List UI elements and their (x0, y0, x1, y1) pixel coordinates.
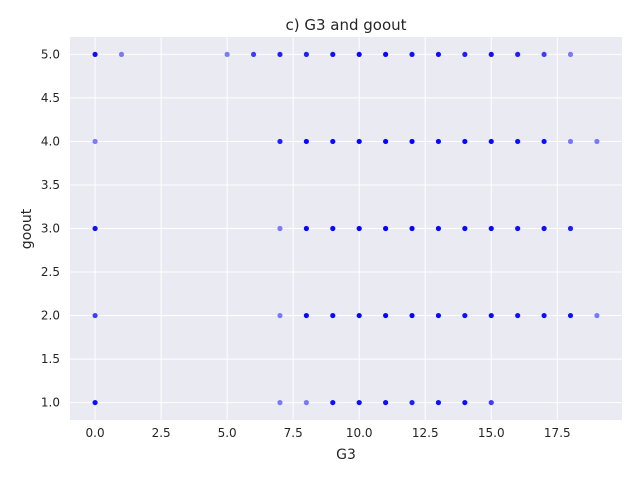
y-tick-label: 2.5 (41, 265, 60, 279)
data-point (303, 399, 309, 406)
data-point (224, 51, 230, 58)
data-point (409, 51, 415, 58)
data-point (356, 138, 362, 145)
data-point (330, 51, 336, 58)
data-point (330, 399, 336, 406)
x-tick-label: 12.5 (412, 426, 439, 440)
data-point (356, 312, 362, 319)
data-point (541, 312, 547, 319)
data-point (435, 225, 442, 232)
data-point (277, 399, 283, 406)
data-point (435, 312, 442, 319)
data-point (330, 312, 336, 319)
data-point (462, 51, 468, 58)
y-tick-label: 1.0 (41, 396, 60, 410)
data-point (462, 225, 468, 232)
data-point (435, 399, 442, 406)
data-point (541, 51, 547, 58)
x-tick-label: 10.0 (346, 426, 373, 440)
data-point (488, 51, 494, 58)
x-tick-label: 7.5 (284, 426, 303, 440)
x-tick-labels: 0.0 2.5 5.0 7.5 10.0 12.5 15.0 17.5 (86, 426, 571, 440)
data-point (435, 51, 442, 58)
x-axis-label: G3 (336, 447, 356, 463)
data-point (303, 312, 309, 319)
data-point (277, 138, 283, 145)
data-point (356, 225, 362, 232)
data-point (92, 225, 98, 232)
x-tick-label: 17.5 (544, 426, 571, 440)
y-tick-label: 3.0 (41, 222, 60, 236)
x-tick-label: 0.0 (86, 426, 105, 440)
data-point (303, 138, 309, 145)
data-points (92, 51, 600, 406)
data-point (356, 51, 362, 58)
data-point (515, 51, 521, 58)
y-tick-labels: 1.0 1.5 2.0 2.5 3.0 3.5 4.0 4.5 5.0 (41, 47, 60, 409)
data-point (303, 225, 309, 232)
data-point (567, 225, 574, 232)
data-point (409, 312, 415, 319)
data-point (488, 312, 494, 319)
data-point (409, 138, 415, 145)
data-point (462, 312, 468, 319)
data-point (383, 51, 389, 58)
y-tick-label: 2.0 (41, 309, 60, 323)
data-point (383, 225, 389, 232)
data-point (515, 225, 521, 232)
data-point (409, 225, 415, 232)
data-point (330, 138, 336, 145)
data-point (118, 51, 125, 58)
data-point (383, 312, 389, 319)
data-point (92, 51, 98, 58)
data-point (567, 312, 574, 319)
data-point (488, 138, 494, 145)
data-point (488, 399, 494, 406)
data-point (383, 138, 389, 145)
data-point (92, 312, 98, 319)
y-tick-label: 5.0 (41, 47, 60, 61)
y-tick-label: 1.5 (41, 352, 60, 366)
data-point (594, 138, 600, 145)
data-point (92, 138, 98, 145)
data-point (515, 138, 521, 145)
chart-title: c) G3 and goout (285, 16, 406, 34)
data-point (435, 138, 442, 145)
data-point (356, 399, 362, 406)
data-point (594, 312, 600, 319)
data-point (409, 399, 415, 406)
x-tick-label: 5.0 (218, 426, 237, 440)
data-point (488, 225, 494, 232)
y-tick-label: 4.5 (41, 91, 60, 105)
grid-lines (70, 37, 622, 420)
data-point (462, 399, 468, 406)
x-tick-label: 15.0 (478, 426, 505, 440)
y-axis-label: goout (19, 208, 35, 249)
data-point (303, 51, 309, 58)
data-point (462, 138, 468, 145)
y-tick-label: 3.5 (41, 178, 60, 192)
data-point (277, 225, 283, 232)
data-point (515, 312, 521, 319)
data-point (330, 225, 336, 232)
data-point (92, 399, 98, 406)
data-point (250, 51, 257, 58)
y-tick-label: 4.0 (41, 134, 60, 148)
x-tick-label: 2.5 (152, 426, 171, 440)
data-point (567, 51, 574, 58)
data-point (277, 51, 283, 58)
data-point (541, 138, 547, 145)
data-point (277, 312, 283, 319)
data-point (383, 399, 389, 406)
data-point (541, 225, 547, 232)
data-point (567, 138, 574, 145)
